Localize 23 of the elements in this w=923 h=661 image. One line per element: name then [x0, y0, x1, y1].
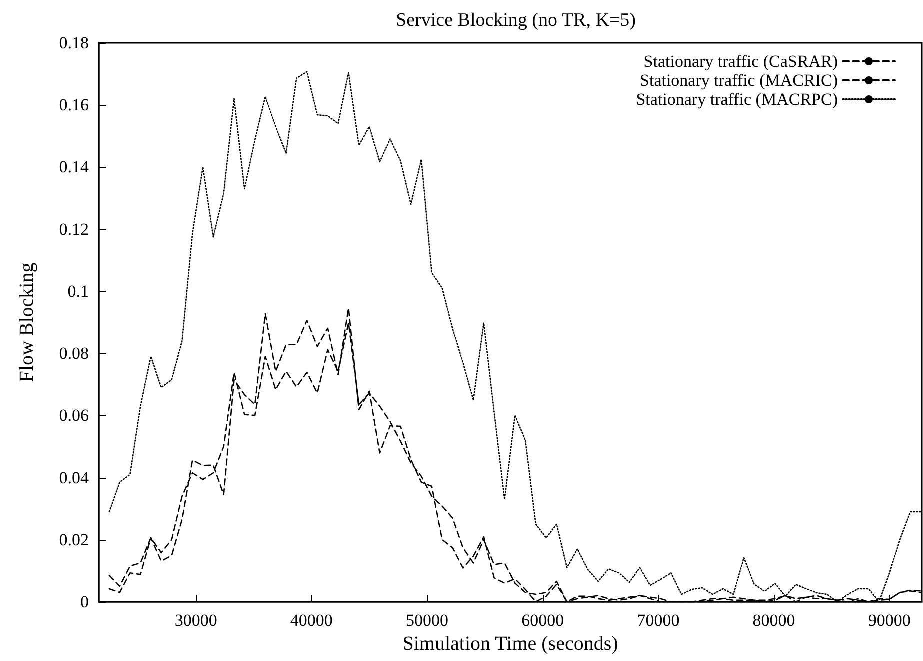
y-tick-label: 0.16 [59, 96, 89, 115]
x-tick-label: 80000 [752, 611, 796, 630]
x-tick-label: 50000 [406, 611, 449, 630]
y-tick-label: 0.14 [59, 158, 90, 177]
y-tick-label: 0.18 [59, 34, 89, 52]
y-tick-label: 0 [80, 592, 89, 612]
y-tick-label: 0.04 [59, 468, 90, 488]
x-tick-label: 90000 [868, 611, 911, 630]
y-tick-label: 0.12 [59, 220, 89, 239]
legend-label: Stationary traffic (MACRIC) [640, 71, 838, 90]
x-tick-label: 40000 [290, 611, 333, 630]
x-axis-title: Simulation Time (seconds) [402, 633, 618, 655]
y-tick-label: 0.1 [68, 282, 89, 301]
x-tick-label: 70000 [637, 611, 680, 630]
legend-label: Stationary traffic (MACRPC) [636, 90, 838, 109]
y-axis-title: Flow Blocking [16, 262, 38, 382]
chart-title: Service Blocking (no TR, K=5) [396, 10, 636, 31]
x-tick-label: 60000 [522, 611, 564, 630]
legend-label: Stationary traffic (CaSRAR) [644, 52, 838, 71]
x-tick-label: 30000 [174, 611, 218, 630]
y-tick-label: 0.02 [59, 530, 89, 550]
y-tick-label: 0.08 [59, 344, 89, 364]
y-tick-label: 0.06 [59, 406, 89, 426]
